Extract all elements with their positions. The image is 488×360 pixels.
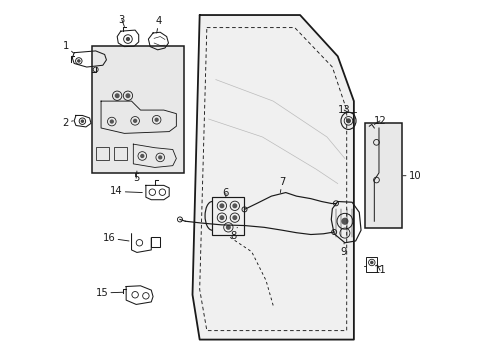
Bar	[212, 197, 244, 234]
Circle shape	[220, 204, 223, 208]
Text: 13: 13	[337, 105, 350, 115]
Bar	[96, 147, 109, 159]
Circle shape	[78, 60, 80, 62]
Circle shape	[110, 120, 113, 123]
Circle shape	[220, 216, 223, 220]
Circle shape	[346, 119, 349, 123]
Text: 1: 1	[62, 41, 73, 53]
Bar	[92, 45, 183, 173]
Bar	[114, 147, 127, 159]
Text: 14: 14	[110, 186, 142, 197]
Circle shape	[133, 120, 136, 122]
Text: 16: 16	[102, 233, 129, 243]
Text: 2: 2	[62, 118, 73, 128]
Text: 4: 4	[156, 16, 162, 33]
Text: 5: 5	[133, 171, 139, 183]
Text: 6: 6	[222, 188, 228, 198]
Circle shape	[141, 154, 143, 157]
Circle shape	[341, 219, 347, 224]
Text: 15: 15	[95, 288, 123, 298]
Text: 3: 3	[119, 15, 125, 27]
Bar	[366, 257, 376, 272]
Polygon shape	[192, 15, 353, 339]
Circle shape	[81, 120, 83, 122]
Circle shape	[233, 216, 236, 220]
Text: 8: 8	[229, 227, 237, 240]
Circle shape	[159, 156, 162, 159]
Circle shape	[126, 38, 129, 41]
Text: 11: 11	[373, 264, 386, 275]
Circle shape	[115, 94, 119, 98]
Circle shape	[226, 226, 230, 229]
Circle shape	[155, 118, 158, 121]
Circle shape	[370, 261, 372, 264]
Text: 10: 10	[402, 171, 421, 181]
Circle shape	[233, 204, 236, 208]
Text: 12: 12	[373, 116, 386, 126]
Bar	[151, 237, 160, 247]
Bar	[364, 123, 402, 228]
Circle shape	[126, 94, 129, 98]
Text: 9: 9	[339, 243, 346, 257]
Text: 7: 7	[278, 177, 285, 193]
